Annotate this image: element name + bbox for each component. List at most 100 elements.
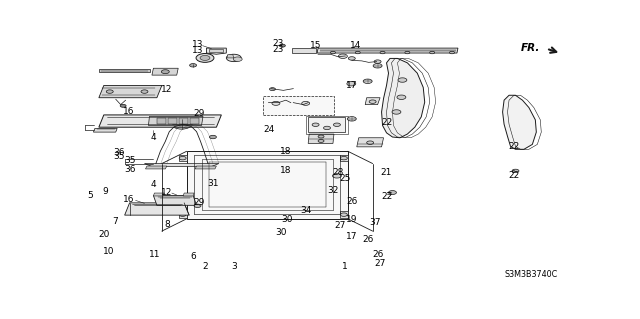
Polygon shape [340, 155, 348, 161]
Polygon shape [340, 211, 348, 218]
Polygon shape [179, 211, 187, 218]
Text: 2: 2 [203, 262, 208, 271]
Polygon shape [154, 196, 196, 205]
Polygon shape [99, 69, 150, 72]
Circle shape [280, 44, 285, 47]
Text: 26: 26 [362, 235, 373, 244]
Circle shape [189, 63, 196, 67]
Circle shape [348, 117, 356, 121]
Text: 1: 1 [342, 262, 348, 271]
Circle shape [227, 54, 241, 62]
Text: 7: 7 [112, 217, 118, 226]
Text: 22: 22 [508, 171, 520, 180]
Circle shape [374, 60, 381, 63]
Circle shape [348, 57, 355, 60]
Text: 15: 15 [310, 41, 321, 50]
Circle shape [200, 56, 210, 60]
Polygon shape [502, 95, 536, 149]
Circle shape [172, 119, 191, 129]
Circle shape [388, 190, 396, 195]
Text: 14: 14 [349, 41, 361, 50]
Polygon shape [145, 164, 219, 167]
Text: 30: 30 [275, 228, 287, 237]
Text: 18: 18 [280, 166, 292, 175]
Text: 19: 19 [346, 215, 358, 224]
Circle shape [369, 100, 376, 103]
Circle shape [405, 51, 410, 54]
Text: 12: 12 [161, 188, 173, 197]
Circle shape [179, 213, 186, 216]
Text: 27: 27 [335, 221, 346, 230]
Polygon shape [209, 49, 223, 52]
Text: 30: 30 [282, 215, 293, 224]
Bar [306, 116, 348, 134]
Text: 28: 28 [332, 168, 344, 177]
Polygon shape [179, 118, 188, 124]
Text: FR.: FR. [521, 43, 540, 53]
Circle shape [269, 88, 275, 91]
Text: 23: 23 [273, 39, 284, 48]
Text: 17: 17 [346, 81, 357, 90]
Polygon shape [168, 118, 177, 124]
Circle shape [324, 126, 330, 130]
Circle shape [318, 139, 324, 142]
Polygon shape [125, 203, 189, 215]
Circle shape [392, 110, 401, 114]
Text: 20: 20 [98, 230, 109, 239]
Text: 36: 36 [113, 148, 124, 157]
Polygon shape [292, 48, 316, 53]
Circle shape [364, 79, 372, 84]
Circle shape [312, 123, 319, 126]
Circle shape [106, 90, 113, 93]
Text: 9: 9 [102, 187, 108, 196]
Text: 18: 18 [280, 147, 292, 156]
Circle shape [179, 156, 186, 160]
Polygon shape [99, 115, 221, 127]
Text: 31: 31 [207, 179, 219, 188]
Text: 22: 22 [381, 192, 392, 201]
Text: 32: 32 [327, 186, 339, 195]
Text: 24: 24 [264, 125, 275, 134]
Polygon shape [227, 55, 234, 58]
Circle shape [380, 51, 385, 54]
Text: 22: 22 [381, 118, 392, 127]
Polygon shape [356, 138, 383, 147]
Text: 21: 21 [381, 168, 392, 177]
Text: 13: 13 [192, 41, 204, 49]
Circle shape [373, 63, 382, 68]
Polygon shape [154, 193, 164, 196]
Circle shape [120, 104, 126, 107]
Circle shape [429, 51, 435, 54]
Polygon shape [207, 48, 227, 54]
Polygon shape [190, 118, 199, 124]
Circle shape [209, 135, 216, 139]
Text: 11: 11 [148, 250, 160, 259]
Circle shape [340, 213, 348, 216]
Bar [308, 117, 346, 132]
Circle shape [512, 169, 519, 173]
Polygon shape [157, 118, 166, 124]
Circle shape [340, 156, 348, 160]
Polygon shape [179, 155, 187, 161]
Circle shape [332, 174, 341, 178]
Circle shape [347, 82, 356, 86]
Circle shape [339, 54, 348, 58]
Text: 37: 37 [369, 218, 381, 226]
Polygon shape [183, 193, 194, 196]
Text: S3M3B3740C: S3M3B3740C [504, 270, 557, 278]
Text: 26: 26 [346, 197, 358, 206]
Text: 4: 4 [150, 132, 156, 142]
Circle shape [398, 78, 407, 82]
Circle shape [355, 51, 360, 54]
Circle shape [333, 123, 340, 126]
Polygon shape [152, 68, 178, 75]
Text: 27: 27 [374, 258, 386, 268]
Circle shape [161, 70, 169, 74]
Circle shape [318, 135, 324, 138]
Text: 10: 10 [103, 248, 115, 256]
Polygon shape [308, 134, 334, 144]
Text: 25: 25 [340, 174, 351, 183]
Text: 4: 4 [150, 180, 156, 189]
Circle shape [141, 90, 148, 93]
Text: 12: 12 [161, 85, 173, 94]
